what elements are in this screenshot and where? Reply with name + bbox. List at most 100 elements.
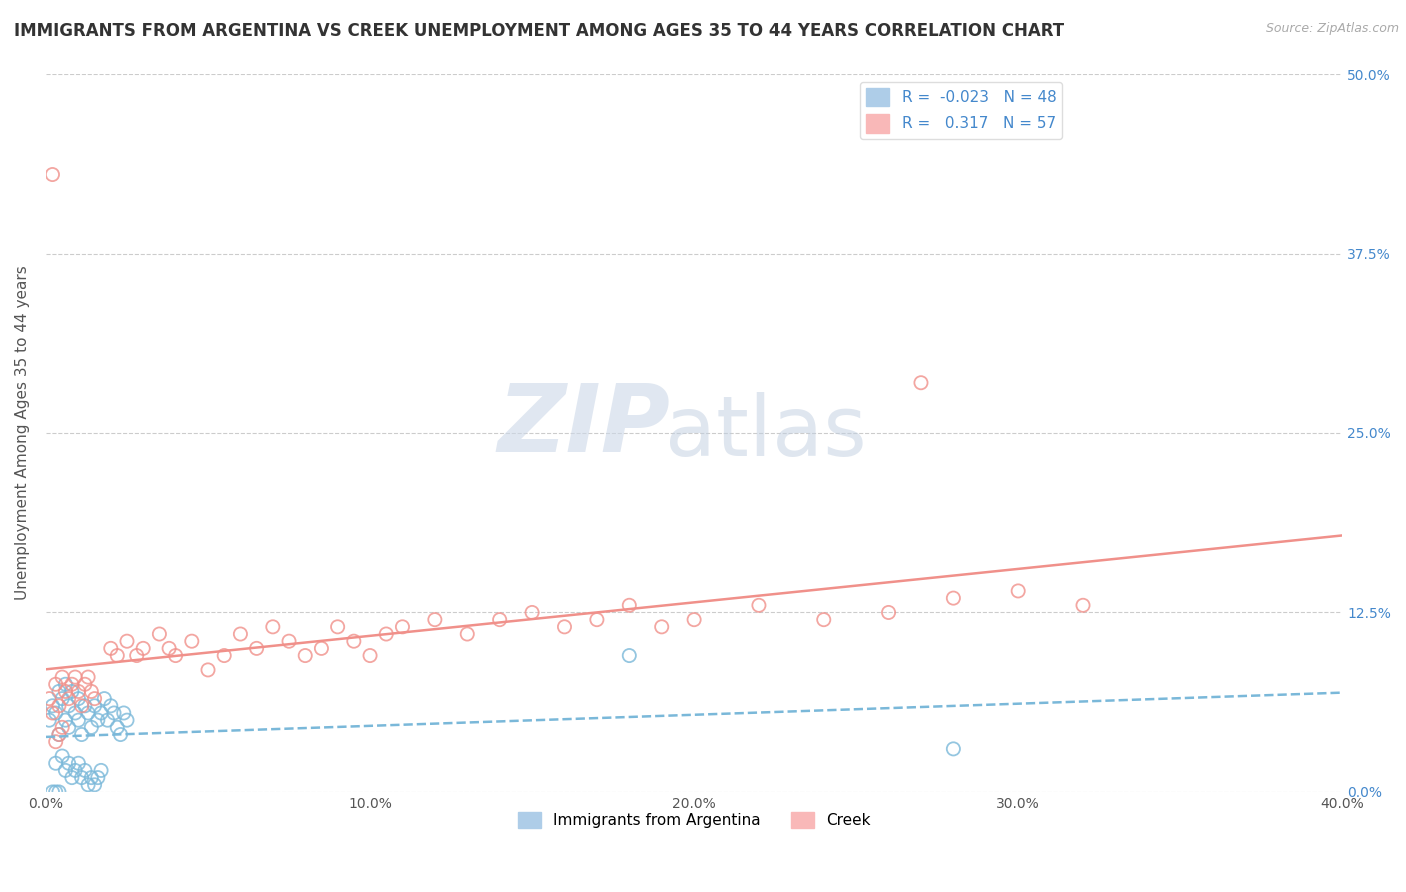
Point bbox=[63, 764, 86, 778]
Point bbox=[148, 627, 170, 641]
Point bbox=[41, 698, 63, 713]
Legend: Immigrants from Argentina, Creek: Immigrants from Argentina, Creek bbox=[512, 806, 877, 835]
Point bbox=[212, 648, 235, 663]
Point bbox=[70, 727, 93, 741]
Point bbox=[423, 613, 446, 627]
Point bbox=[58, 698, 80, 713]
Point bbox=[73, 764, 96, 778]
Point bbox=[619, 648, 641, 663]
Point bbox=[391, 620, 413, 634]
Point bbox=[343, 634, 366, 648]
Point bbox=[100, 641, 122, 656]
Point bbox=[48, 727, 70, 741]
Point bbox=[45, 756, 67, 771]
Point bbox=[180, 634, 202, 648]
Point bbox=[63, 706, 86, 720]
Point bbox=[48, 785, 70, 799]
Point bbox=[115, 634, 138, 648]
Point bbox=[67, 691, 90, 706]
Point bbox=[80, 684, 103, 698]
Point bbox=[45, 706, 67, 720]
Point bbox=[55, 713, 77, 727]
Text: Source: ZipAtlas.com: Source: ZipAtlas.com bbox=[1265, 22, 1399, 36]
Point bbox=[38, 713, 60, 727]
Point bbox=[67, 713, 90, 727]
Point bbox=[60, 771, 83, 785]
Point bbox=[103, 706, 125, 720]
Point bbox=[96, 713, 118, 727]
Point bbox=[55, 677, 77, 691]
Point bbox=[229, 627, 252, 641]
Point bbox=[67, 684, 90, 698]
Point bbox=[165, 648, 187, 663]
Point bbox=[38, 691, 60, 706]
Point bbox=[125, 648, 148, 663]
Point bbox=[105, 648, 128, 663]
Point bbox=[67, 756, 90, 771]
Point bbox=[73, 677, 96, 691]
Point bbox=[651, 620, 673, 634]
Point bbox=[115, 713, 138, 727]
Point bbox=[77, 778, 100, 792]
Point bbox=[942, 742, 965, 756]
Point bbox=[87, 713, 110, 727]
Point bbox=[63, 670, 86, 684]
Point bbox=[294, 648, 316, 663]
Point bbox=[77, 670, 100, 684]
Point bbox=[83, 691, 105, 706]
Point bbox=[87, 771, 110, 785]
Point bbox=[586, 613, 609, 627]
Text: ZIP: ZIP bbox=[498, 380, 671, 472]
Point bbox=[112, 706, 135, 720]
Text: atlas: atlas bbox=[665, 392, 866, 474]
Point bbox=[51, 720, 73, 734]
Point bbox=[48, 727, 70, 741]
Point bbox=[58, 720, 80, 734]
Point bbox=[520, 606, 543, 620]
Point bbox=[813, 613, 835, 627]
Point bbox=[58, 691, 80, 706]
Point bbox=[90, 764, 112, 778]
Point bbox=[910, 376, 932, 390]
Point bbox=[45, 735, 67, 749]
Point bbox=[83, 698, 105, 713]
Point bbox=[246, 641, 269, 656]
Point bbox=[83, 778, 105, 792]
Point bbox=[73, 698, 96, 713]
Point bbox=[262, 620, 284, 634]
Point bbox=[1071, 599, 1094, 613]
Point bbox=[51, 749, 73, 764]
Point bbox=[157, 641, 180, 656]
Point bbox=[41, 168, 63, 182]
Point bbox=[80, 720, 103, 734]
Point bbox=[48, 684, 70, 698]
Point bbox=[132, 641, 155, 656]
Point bbox=[55, 764, 77, 778]
Point bbox=[105, 720, 128, 734]
Point bbox=[326, 620, 349, 634]
Point bbox=[488, 613, 510, 627]
Point bbox=[375, 627, 398, 641]
Point bbox=[748, 599, 770, 613]
Point bbox=[110, 727, 132, 741]
Point bbox=[877, 606, 900, 620]
Point bbox=[51, 691, 73, 706]
Point bbox=[41, 706, 63, 720]
Point bbox=[311, 641, 333, 656]
Point bbox=[48, 698, 70, 713]
Point bbox=[359, 648, 381, 663]
Point bbox=[553, 620, 575, 634]
Point bbox=[45, 677, 67, 691]
Point bbox=[197, 663, 219, 677]
Point bbox=[90, 706, 112, 720]
Point bbox=[60, 677, 83, 691]
Point bbox=[77, 706, 100, 720]
Point bbox=[51, 670, 73, 684]
Point bbox=[456, 627, 478, 641]
Point bbox=[683, 613, 706, 627]
Point bbox=[58, 756, 80, 771]
Point bbox=[45, 785, 67, 799]
Point bbox=[93, 691, 115, 706]
Point bbox=[942, 591, 965, 606]
Point bbox=[278, 634, 301, 648]
